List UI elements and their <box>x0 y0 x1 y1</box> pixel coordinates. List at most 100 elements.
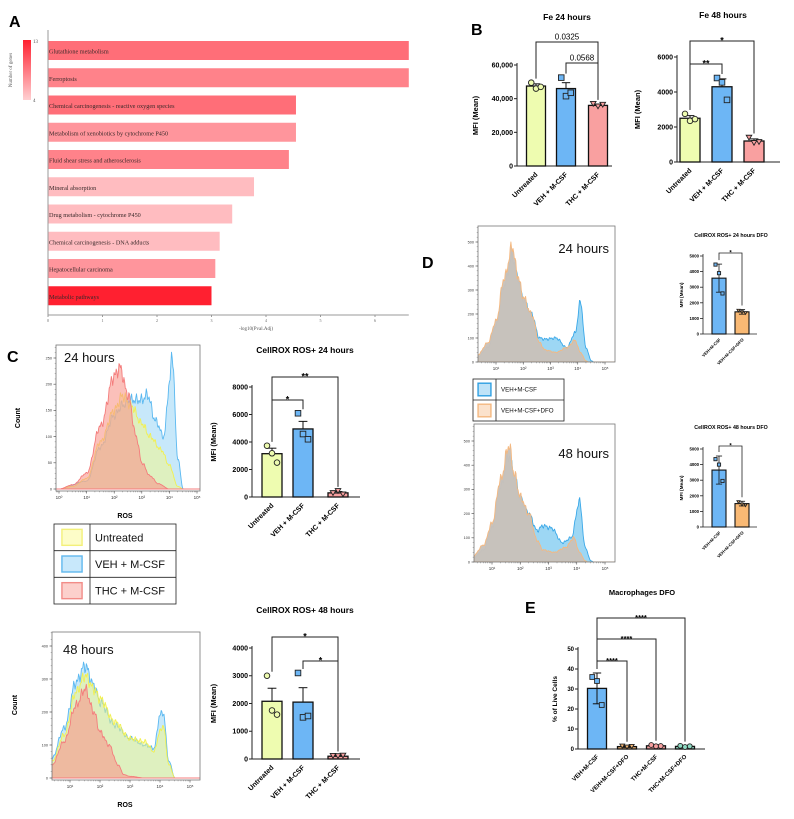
y-tick-label: 2000 <box>232 467 248 474</box>
histogram-series <box>478 241 615 362</box>
x-tick-label: 10² <box>97 784 104 789</box>
category-label: THC + M-CSF <box>305 764 342 801</box>
bar <box>292 701 314 760</box>
pathway-label: Hepatocellular carcinoma <box>49 267 113 274</box>
legend-label: VEH + M-CSF <box>95 559 165 571</box>
histogram-curves <box>52 661 200 779</box>
y-tick-label: 4000 <box>657 89 673 96</box>
y-axis-label: MFI (Mean) <box>633 89 642 129</box>
y-tick-label: 300 <box>464 488 470 492</box>
d-hist-48-histogram: 0 100 200 300 400 500 10¹ 10² 10³ 10⁴ 10⁵ 48 hours <box>464 423 616 571</box>
significance-label: *** <box>733 0 744 2</box>
plot-frame <box>55 344 201 492</box>
y-tick-label: 4000 <box>232 439 248 446</box>
data-point <box>736 308 741 313</box>
legend-c: Untreated VEH + M-CSF THC + M-CSF <box>53 523 177 605</box>
y-axis-label: MFI (Mean) <box>679 475 685 500</box>
d-ros-24-chart: CellROX ROS+ 24 hours DFO 0 1000 2000 3000 40… <box>679 233 768 366</box>
x-tick-label: 10⁵ <box>187 784 194 789</box>
x-tick-label: 1 <box>102 318 104 323</box>
y-tick-label: 30 <box>567 687 574 693</box>
pathway-bar <box>48 177 255 197</box>
legend-label: VEH+M-CSF <box>501 387 537 394</box>
y-tick-label: 6000 <box>657 54 673 61</box>
significance-label: ** <box>301 371 309 381</box>
data-point <box>339 491 347 498</box>
data-point <box>334 753 342 760</box>
pathway-label: Drug metabolism - cytochrome P450 <box>49 212 141 219</box>
bar <box>525 85 547 167</box>
y-tick-label: 0 <box>46 776 48 780</box>
category-label: Untreated <box>247 764 275 792</box>
chart-title: CellROX ROS+ 24 hours <box>256 345 354 355</box>
data-point <box>334 488 342 495</box>
significance-bracket <box>302 660 339 752</box>
y-tick-label: 400 <box>468 264 474 268</box>
y-tick-label: 5000 <box>689 447 699 452</box>
y-tick-label: 2000 <box>689 300 699 305</box>
colorbar-min-label: 4 <box>33 99 36 104</box>
data-point <box>263 672 271 680</box>
significance-label: * <box>729 251 732 257</box>
data-point <box>681 110 689 118</box>
data-point <box>299 430 307 438</box>
pathway-label: Chemical carcinogenesis - DNA adducts <box>49 239 150 246</box>
significance-label: * <box>319 655 323 665</box>
category-label: Untreated <box>247 502 275 530</box>
y-tick-label: 100 <box>46 435 52 439</box>
c-ros-48-chart: CellROX ROS+ 48 hours 0 1000 2000 3000 4000 MF… <box>209 605 360 801</box>
category-label: VEH + M-CSF <box>270 764 307 801</box>
pathway-bar <box>48 204 233 224</box>
time-label: 48 hours <box>558 446 609 461</box>
data-point <box>743 503 748 508</box>
y-axis-label: MFI (Mean) <box>209 422 218 462</box>
legend-swatch <box>61 528 83 547</box>
legend-swatch <box>477 403 492 418</box>
pathway-bar <box>48 286 212 306</box>
y-tick-label: 400 <box>464 464 470 468</box>
significance-label: * <box>729 444 732 450</box>
panel-label-b: B <box>471 22 483 39</box>
chart-title: CellROX ROS+ 48 hours <box>256 605 354 615</box>
bar <box>679 117 701 163</box>
x-tick-label: 10¹ <box>489 566 496 571</box>
y-tick-label: 200 <box>42 710 48 714</box>
data-point <box>682 744 688 750</box>
data-point <box>273 459 281 466</box>
data-point <box>720 291 725 296</box>
y-axis-label: Count <box>15 407 22 428</box>
x-tick-label: 10³ <box>127 784 134 789</box>
y-tick-label: 2000 <box>657 124 673 131</box>
data-point <box>750 140 758 147</box>
bar <box>734 503 750 528</box>
x-tick-label: 4 <box>265 318 267 323</box>
y-tick-label: 40,000 <box>492 96 514 103</box>
y-tick-label: 60,000 <box>492 62 514 69</box>
data-point <box>691 115 699 123</box>
y-tick-label: 0 <box>244 494 248 501</box>
colorbar-title: Number of genes <box>9 53 14 87</box>
x-axis-label: -log10(Pval.Adj) <box>239 327 273 332</box>
significance-bracket <box>718 445 743 498</box>
c-hist-48-histogram: 0 100 200 300 400 10¹ 10² 10³ 10⁴ 10⁵ 48 hours Coun… <box>12 631 201 809</box>
pathway-bar <box>48 150 289 169</box>
x-tick-label: 10⁴ <box>573 566 580 571</box>
x-tick-label: 10⁴ <box>157 784 164 789</box>
time-label: 24 hours <box>64 350 115 365</box>
data-point <box>713 74 721 82</box>
chart-title: Fe 48 hours <box>699 10 747 20</box>
pathway-label: Glutathione metabolism <box>49 49 109 56</box>
pathway-bar-chart: Glutathione metabolism Ferroptosis Chemica… <box>9 30 409 332</box>
data-point <box>648 742 655 748</box>
panel-label-d: D <box>422 255 434 272</box>
legend-swatch <box>61 581 83 600</box>
x-axis-label: ROS <box>117 513 133 520</box>
y-tick-label: 50 <box>48 461 52 465</box>
y-tick-label: 3000 <box>689 478 699 483</box>
plot-frame <box>477 225 616 363</box>
chart-title: Macrophages DFO <box>609 588 675 597</box>
data-point <box>628 744 635 750</box>
y-axis-label: MFI (Mean) <box>471 95 480 135</box>
bar <box>734 311 750 335</box>
